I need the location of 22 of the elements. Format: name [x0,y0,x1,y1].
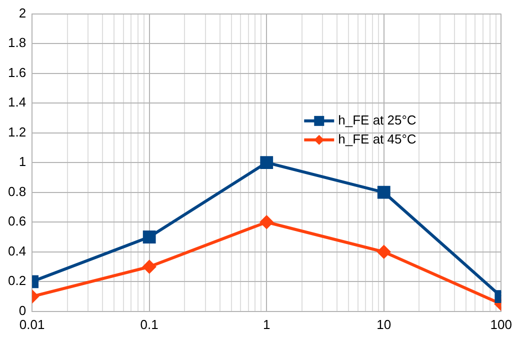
x-tick-label: 100 [490,316,512,332]
x-tick-label: 0.01 [19,316,45,332]
x-tick-label: 1 [262,316,270,332]
y-tick-label: 0.8 [8,184,26,199]
y-tick-label: 1.6 [8,64,26,80]
legend-label: h_FE at 25°C [338,112,416,128]
point [377,186,390,199]
y-tick-label: 1.8 [8,35,26,50]
y-tick-label: 1 [18,154,26,170]
x-tick-label: 10 [376,316,392,332]
y-tick-label: 2 [18,5,26,20]
y-tick-label: 0.4 [8,243,26,258]
legend-label: h_FE at 45°C [338,132,416,147]
y-tick-label: 1.2 [8,124,26,140]
y-tick-label: 0 [18,302,26,318]
y-tick-label: 0.2 [8,273,26,288]
y-tick-label: 1.4 [8,94,26,110]
point [260,216,274,229]
point [260,156,274,170]
x-tick-label: 0.1 [140,316,158,332]
y-tick-label: 0.6 [8,214,26,229]
point [377,245,390,258]
